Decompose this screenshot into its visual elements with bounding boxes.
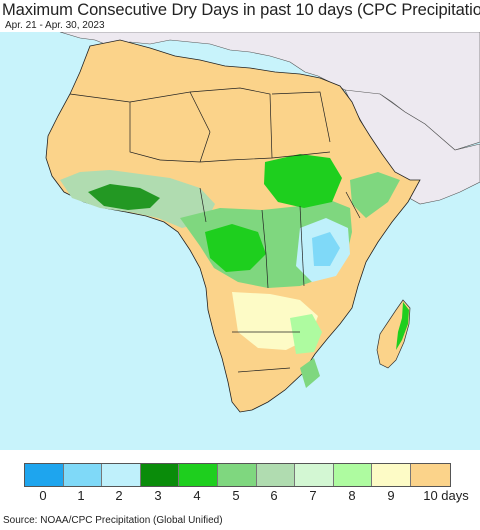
legend-swatch-8 [333, 464, 373, 486]
date-range: Apr. 21 - Apr. 30, 2023 [5, 20, 105, 31]
legend-label-1: 1 [77, 488, 85, 503]
congo-green [205, 224, 266, 272]
legend-label-7: 7 [309, 488, 317, 503]
legend-colorbar [24, 463, 451, 487]
legend-label-5: 5 [232, 488, 240, 503]
guinea-coast-green [88, 184, 160, 210]
legend-label-4: 4 [193, 488, 201, 503]
legend-swatch-4 [179, 464, 218, 486]
southern-africa-green [290, 314, 322, 354]
sudan-green [264, 154, 342, 208]
country-borders [69, 87, 361, 373]
madagascar [376, 299, 411, 369]
legend-swatch-7 [295, 464, 334, 486]
horn-green [350, 172, 400, 218]
legend-swatch-10 [410, 464, 450, 486]
legend-swatch-1 [63, 464, 103, 486]
africa-dry-days-map [0, 32, 480, 450]
legend-label-10: 10 days [423, 488, 469, 503]
legend-label-2: 2 [115, 488, 123, 503]
legend-swatch-6 [256, 464, 296, 486]
legend-label-8: 8 [348, 488, 356, 503]
source-note: Source: NOAA/CPC Precipitation (Global U… [3, 515, 223, 526]
legend-swatch-2 [102, 464, 141, 486]
legend-swatch-0 [25, 464, 64, 486]
map-title: Maximum Consecutive Dry Days in past 10 … [2, 1, 480, 19]
south-east-coast-green [300, 358, 320, 388]
legend-swatch-9 [372, 464, 411, 486]
east-africa-cyan [312, 232, 340, 266]
legend-label-9: 9 [387, 488, 395, 503]
legend-label-6: 6 [270, 488, 278, 503]
legend-label-3: 3 [154, 488, 162, 503]
legend-swatch-5 [217, 464, 257, 486]
legend-swatch-3 [140, 464, 180, 486]
legend-label-0: 0 [39, 488, 47, 503]
madagascar-wet-coast [396, 302, 409, 350]
